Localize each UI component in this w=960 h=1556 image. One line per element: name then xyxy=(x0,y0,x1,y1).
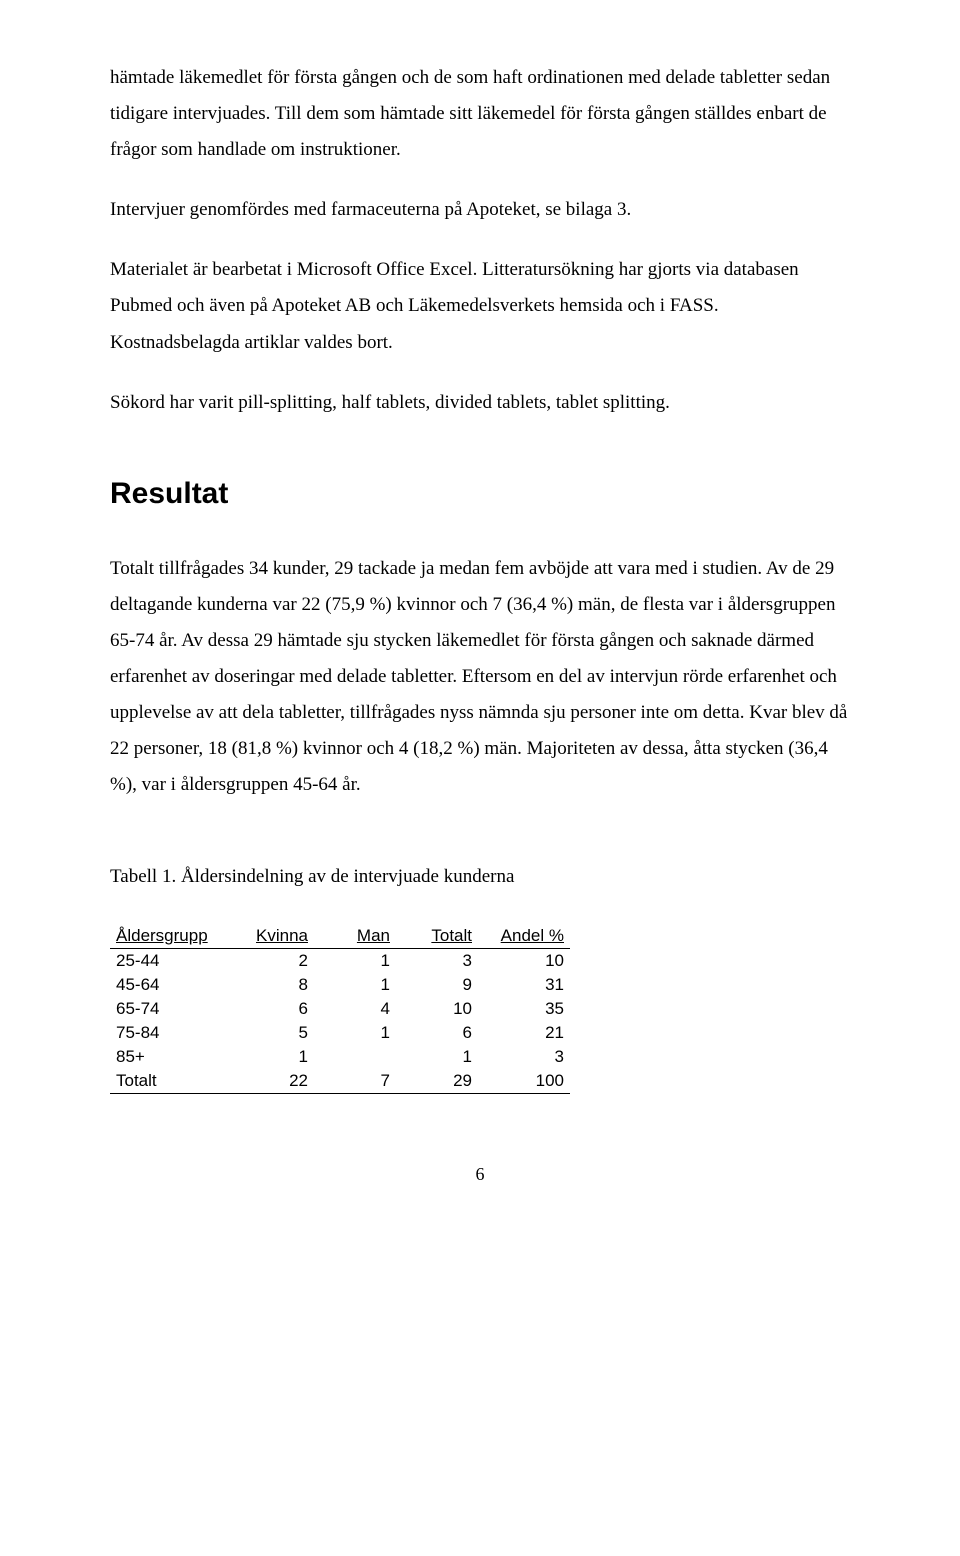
table-caption: Tabell 1. Åldersindelning av de intervju… xyxy=(110,859,850,895)
cell-age: 25-44 xyxy=(110,948,232,973)
table-row: 25-44 2 1 3 10 xyxy=(110,948,570,973)
cell-totalt: 10 xyxy=(396,997,478,1021)
cell-age: 85+ xyxy=(110,1045,232,1069)
cell-man: 1 xyxy=(314,1021,396,1045)
paragraph-4: Sökord har varit pill-splitting, half ta… xyxy=(110,385,850,421)
cell-kvinna: 2 xyxy=(232,948,314,973)
paragraph-2: Intervjuer genomfördes med farmaceuterna… xyxy=(110,192,850,228)
cell-andel: 35 xyxy=(478,997,570,1021)
cell-kvinna: 22 xyxy=(232,1069,314,1094)
age-distribution-table: Åldersgrupp Kvinna Man Totalt Andel % 25… xyxy=(110,924,570,1094)
cell-totalt: 6 xyxy=(396,1021,478,1045)
col-header-man: Man xyxy=(314,924,396,949)
cell-totalt: 1 xyxy=(396,1045,478,1069)
cell-age: 45-64 xyxy=(110,973,232,997)
cell-kvinna: 6 xyxy=(232,997,314,1021)
section-heading-resultat: Resultat xyxy=(110,477,850,511)
cell-andel: 10 xyxy=(478,948,570,973)
cell-man: 1 xyxy=(314,973,396,997)
col-header-andel: Andel % xyxy=(478,924,570,949)
cell-man: 1 xyxy=(314,948,396,973)
cell-totalt: 29 xyxy=(396,1069,478,1094)
col-header-totalt: Totalt xyxy=(396,924,478,949)
cell-kvinna: 5 xyxy=(232,1021,314,1045)
table-row: 85+ 1 1 3 xyxy=(110,1045,570,1069)
cell-kvinna: 8 xyxy=(232,973,314,997)
paragraph-1: hämtade läkemedlet för första gången och… xyxy=(110,60,850,168)
cell-totalt: 3 xyxy=(396,948,478,973)
table-row: 65-74 6 4 10 35 xyxy=(110,997,570,1021)
cell-andel: 100 xyxy=(478,1069,570,1094)
cell-kvinna: 1 xyxy=(232,1045,314,1069)
paragraph-5: Totalt tillfrågades 34 kunder, 29 tackad… xyxy=(110,551,850,804)
cell-man: 4 xyxy=(314,997,396,1021)
cell-age: Totalt xyxy=(110,1069,232,1094)
cell-man: 7 xyxy=(314,1069,396,1094)
paragraph-3: Materialet är bearbetat i Microsoft Offi… xyxy=(110,252,850,360)
cell-totalt: 9 xyxy=(396,973,478,997)
cell-age: 65-74 xyxy=(110,997,232,1021)
table-row: 45-64 8 1 9 31 xyxy=(110,973,570,997)
table-row-total: Totalt 22 7 29 100 xyxy=(110,1069,570,1094)
cell-age: 75-84 xyxy=(110,1021,232,1045)
cell-andel: 3 xyxy=(478,1045,570,1069)
cell-man xyxy=(314,1045,396,1069)
table-header-row: Åldersgrupp Kvinna Man Totalt Andel % xyxy=(110,924,570,949)
col-header-kvinna: Kvinna xyxy=(232,924,314,949)
col-header-age: Åldersgrupp xyxy=(110,924,232,949)
cell-andel: 21 xyxy=(478,1021,570,1045)
page-number: 6 xyxy=(110,1164,850,1185)
cell-andel: 31 xyxy=(478,973,570,997)
table-row: 75-84 5 1 6 21 xyxy=(110,1021,570,1045)
